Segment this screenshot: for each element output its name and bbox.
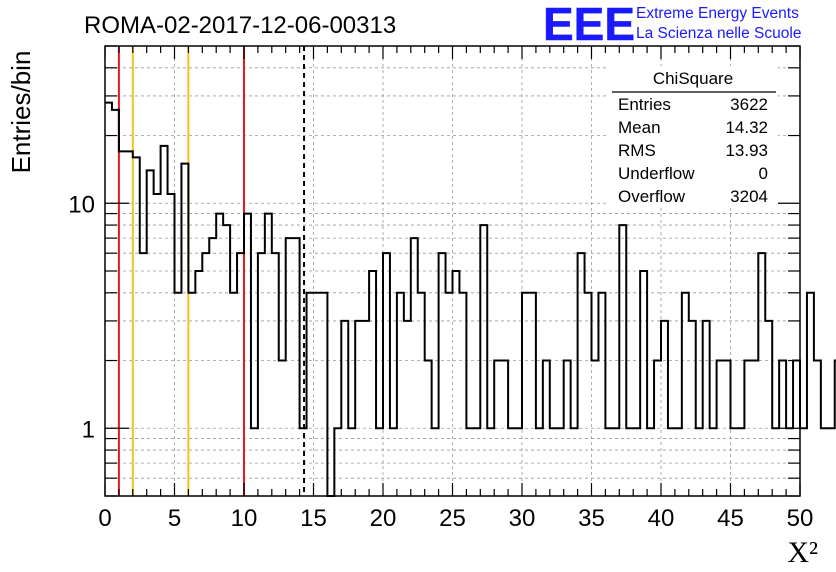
x-tick-label: 10 xyxy=(231,505,258,532)
logo-line2: La Scienza nelle Scuole xyxy=(636,25,801,42)
stats-title: ChiSquare xyxy=(653,69,733,88)
stats-box: ChiSquare Entries 3622 Mean 14.32 RMS 13… xyxy=(608,66,778,206)
y-axis-label: Entries/bin xyxy=(6,51,36,174)
x-tick-label: 35 xyxy=(578,505,605,532)
stats-label-mean: Mean xyxy=(618,118,661,137)
x-axis-label: X² xyxy=(787,536,818,569)
stats-value-mean: 14.32 xyxy=(725,118,768,137)
x-tick-label: 15 xyxy=(300,505,327,532)
y-tick-label: 10 xyxy=(68,191,95,218)
stats-value-entries: 3622 xyxy=(730,95,768,114)
x-tick-label: 0 xyxy=(98,505,111,532)
stats-value-rms: 13.93 xyxy=(725,141,768,160)
axis-ticks xyxy=(104,45,801,497)
stats-label-overflow: Overflow xyxy=(618,187,686,206)
eee-logo: EEE xyxy=(543,0,635,50)
stats-label-rms: RMS xyxy=(618,141,656,160)
histogram-step-line xyxy=(105,101,836,497)
stats-value-underflow: 0 xyxy=(759,164,768,183)
stats-value-overflow: 3204 xyxy=(730,187,768,206)
x-tick-label: 30 xyxy=(509,505,536,532)
x-tick-label: 50 xyxy=(787,505,814,532)
run-title: ROMA-02-2017-12-06-00313 xyxy=(84,12,396,39)
x-tick-label: 5 xyxy=(168,505,181,532)
logo-line1: Extreme Energy Events xyxy=(636,5,799,22)
axis-tick-labels: 0 5 10 15 20 25 30 35 40 45 50 1 10 xyxy=(68,191,813,532)
stats-label-entries: Entries xyxy=(618,95,671,114)
stats-label-underflow: Underflow xyxy=(618,164,695,183)
x-tick-label: 45 xyxy=(717,505,744,532)
x-tick-label: 20 xyxy=(370,505,397,532)
x-tick-label: 40 xyxy=(648,505,675,532)
y-tick-label: 1 xyxy=(82,416,95,443)
x-tick-label: 25 xyxy=(439,505,466,532)
